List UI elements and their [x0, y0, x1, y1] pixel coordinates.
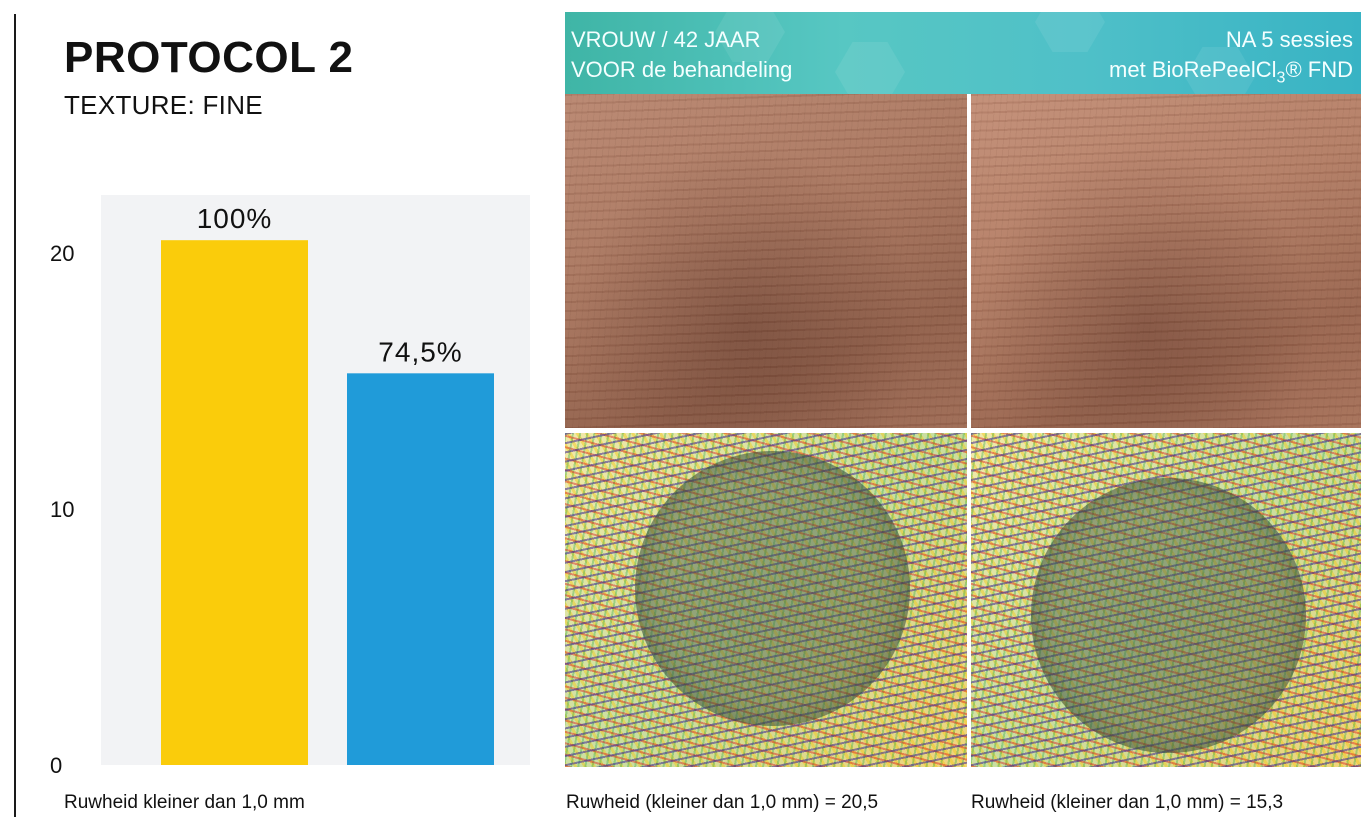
y-tick-20: 20: [50, 241, 74, 266]
header-banner: VROUW / 42 JAAR VOOR de behandeling NA 5…: [565, 12, 1361, 94]
y-tick-10: 10: [50, 497, 74, 522]
after-label: NA 5 sessies: [1225, 27, 1353, 52]
before-label: VOOR de behandeling: [571, 57, 793, 82]
page-title: PROTOCOL 2: [64, 33, 354, 82]
after-texture-map: [971, 433, 1361, 767]
after-skin-photo: [971, 94, 1361, 428]
before-roughness-caption: Ruwheid (kleiner dan 1,0 mm) = 20,5: [566, 792, 879, 813]
before-skin-photo: [565, 94, 967, 428]
bar-1: [161, 240, 308, 765]
before-texture-map: [565, 433, 967, 767]
subject-label: VROUW / 42 JAAR: [571, 27, 761, 52]
product-subscript: 3: [1276, 69, 1286, 87]
bar-chart: 0 10 20 100% 74,5%: [50, 195, 530, 778]
product-suffix: ® FND: [1285, 57, 1353, 82]
bar-2: [347, 373, 494, 765]
product-name: met BioRePeelCl: [1109, 57, 1277, 82]
bar-2-value-label: 74,5%: [378, 336, 462, 367]
after-roughness-caption: Ruwheid (kleiner dan 1,0 mm) = 15,3: [971, 792, 1284, 813]
bar-1-value-label: 100%: [197, 203, 273, 234]
product-label: met BioRePeelCl3® FND: [1109, 56, 1353, 92]
x-axis-label: Ruwheid kleiner dan 1,0 mm: [64, 792, 305, 813]
left-divider: [14, 14, 16, 817]
before-analysis-circle: [635, 451, 910, 726]
after-analysis-circle: [1031, 478, 1306, 753]
y-tick-0: 0: [50, 753, 62, 778]
page-subtitle: TEXTURE: FINE: [64, 90, 263, 120]
